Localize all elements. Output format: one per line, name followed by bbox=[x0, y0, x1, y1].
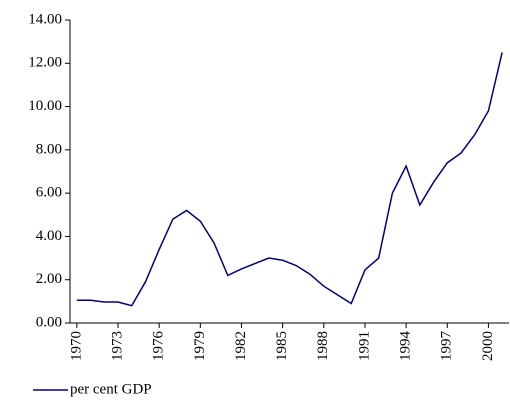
x-tick-label: 1985 bbox=[274, 331, 290, 361]
x-tick-label: 1997 bbox=[439, 331, 455, 362]
x-tick-label: 1991 bbox=[356, 331, 372, 361]
y-tick-label: 0.00 bbox=[36, 314, 62, 330]
x-tick-label: 1976 bbox=[151, 331, 167, 362]
y-tick-label: 10.00 bbox=[28, 98, 62, 114]
y-tick-label: 4.00 bbox=[36, 228, 62, 244]
x-tick-label: 1982 bbox=[233, 331, 249, 361]
data-line bbox=[76, 52, 503, 307]
x-tick-label: 1979 bbox=[192, 331, 208, 361]
y-tick-label: 6.00 bbox=[36, 185, 62, 201]
x-tick-label: 1994 bbox=[398, 331, 414, 362]
x-tick-label: 1970 bbox=[68, 331, 84, 361]
y-tick-label: 2.00 bbox=[36, 271, 62, 287]
legend-label: per cent GDP bbox=[70, 381, 152, 397]
x-tick-label: 1973 bbox=[109, 331, 125, 361]
y-tick-label: 8.00 bbox=[36, 141, 62, 157]
y-tick-label: 12.00 bbox=[28, 55, 62, 71]
x-tick-label: 1988 bbox=[315, 331, 331, 361]
x-tick-label: 2000 bbox=[480, 331, 496, 361]
y-tick-label: 14.00 bbox=[28, 11, 62, 27]
